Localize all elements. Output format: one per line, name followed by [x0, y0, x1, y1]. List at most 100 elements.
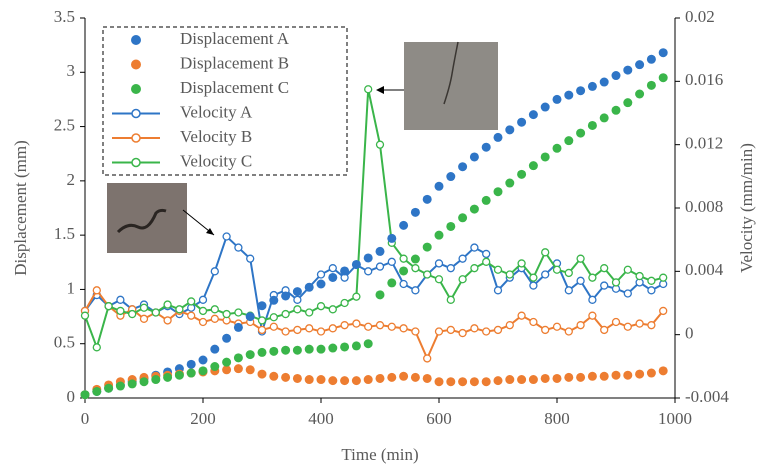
displacement-marker	[410, 254, 420, 264]
velocity-marker	[328, 305, 337, 314]
velocity-marker	[104, 302, 113, 311]
y-tick-label: 0	[67, 387, 76, 406]
y2-tick-label: 0.004	[685, 260, 724, 279]
displacement-marker	[387, 278, 397, 288]
velocity-marker	[198, 306, 208, 316]
velocity-marker	[293, 305, 302, 314]
displacement-marker	[422, 373, 432, 383]
displacement-marker	[304, 282, 314, 292]
legend-marker	[131, 84, 141, 94]
velocity-marker	[328, 324, 337, 333]
velocity-marker	[151, 308, 160, 317]
displacement-marker	[375, 373, 385, 383]
velocity-marker	[364, 267, 373, 276]
displacement-marker	[576, 128, 586, 138]
velocity-marker	[116, 306, 125, 316]
velocity-marker	[316, 327, 326, 336]
velocity-marker	[139, 303, 149, 312]
displacement-marker	[198, 366, 208, 376]
displacement-marker	[505, 375, 515, 385]
photo-inset	[107, 41, 498, 253]
velocity-marker	[340, 321, 349, 330]
displacement-marker	[304, 375, 314, 385]
displacement-marker	[281, 345, 291, 355]
legend-label: Displacement C	[180, 78, 289, 97]
displacement-marker	[186, 359, 196, 369]
displacement-marker	[517, 375, 527, 385]
velocity-marker	[493, 286, 503, 295]
velocity-marker	[257, 325, 267, 335]
velocity-marker	[423, 354, 432, 363]
displacement-marker	[387, 372, 397, 382]
velocity-marker	[80, 311, 90, 320]
y-tick-label: 3.5	[54, 7, 75, 26]
displacement-marker	[375, 290, 385, 300]
photo-crack-a	[107, 183, 187, 253]
displacement-marker	[304, 344, 314, 354]
x-tick-label: 400	[308, 409, 334, 428]
displacement-marker	[623, 370, 633, 380]
velocity-marker	[210, 305, 219, 314]
crack	[443, 41, 459, 105]
displacement-marker	[115, 381, 125, 391]
displacement-marker	[635, 369, 645, 379]
displacement-marker	[528, 110, 538, 120]
velocity-marker	[576, 254, 585, 263]
velocity-marker	[375, 140, 385, 149]
velocity-marker	[482, 249, 491, 259]
displacement-marker	[163, 372, 173, 382]
displacement-marker	[540, 102, 550, 112]
displacement-marker	[328, 376, 338, 386]
displacement-marker	[292, 287, 302, 297]
displacement-marker	[410, 207, 420, 217]
displacement-marker	[469, 152, 479, 162]
displacement-marker	[245, 365, 255, 375]
displacement-marker	[446, 221, 456, 231]
velocity-marker	[411, 327, 420, 336]
velocity-marker	[517, 311, 526, 320]
displacement-marker	[587, 81, 597, 91]
displacement-marker	[446, 377, 456, 387]
legend-marker	[131, 59, 141, 70]
velocity-marker	[399, 254, 408, 263]
displacement-marker	[517, 117, 527, 127]
velocity-marker	[647, 321, 656, 330]
displacement-marker	[434, 230, 444, 240]
velocity-marker	[446, 325, 455, 335]
velocity-marker	[340, 298, 349, 308]
x-tick-label: 0	[81, 409, 90, 428]
velocity-marker	[600, 281, 609, 290]
crack	[116, 208, 167, 234]
displacement-marker	[493, 187, 503, 197]
displacement-marker	[210, 362, 220, 372]
velocity-marker	[175, 305, 184, 314]
velocity-marker	[482, 257, 491, 266]
displacement-marker	[316, 375, 326, 385]
displacement-marker	[399, 220, 409, 230]
displacement-marker	[139, 377, 149, 387]
velocity-marker	[352, 319, 361, 328]
displacement-marker	[623, 98, 633, 108]
displacement-marker	[481, 377, 491, 387]
displacement-marker	[587, 371, 597, 381]
velocity-marker	[305, 308, 314, 317]
velocity-marker	[635, 319, 644, 328]
legend-box	[102, 26, 348, 176]
displacement-marker	[599, 371, 609, 381]
displacement-marker	[658, 48, 668, 58]
velocity-marker	[611, 317, 621, 327]
displacement-marker	[316, 344, 326, 354]
displacement-marker	[92, 386, 102, 396]
arrowhead	[376, 86, 384, 94]
x-tick-label: 800	[544, 409, 570, 428]
displacement-marker	[434, 181, 444, 191]
velocity-marker	[564, 268, 573, 278]
y-axis-title: Displacement (mm)	[11, 140, 30, 276]
legend-marker	[131, 157, 141, 168]
velocity-marker	[375, 321, 385, 330]
displacement-marker	[646, 54, 656, 64]
displacement-marker	[469, 204, 479, 214]
velocity-marker	[375, 262, 385, 271]
velocity-marker	[269, 322, 278, 331]
